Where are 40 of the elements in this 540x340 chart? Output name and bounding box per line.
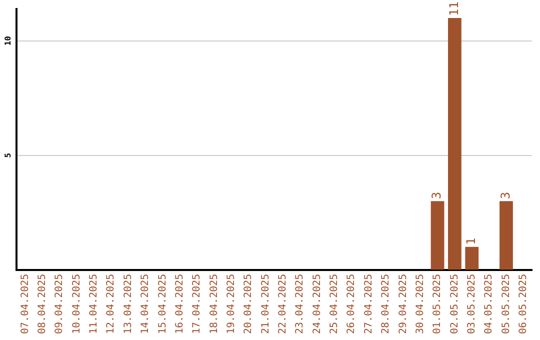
x-tick-label: 29.04.2025 bbox=[398, 274, 409, 334]
bar bbox=[500, 201, 513, 270]
x-tick-label: 02.05.2025 bbox=[449, 274, 460, 334]
data-label: 11 bbox=[446, 2, 461, 16]
x-tick-label: 12.04.2025 bbox=[106, 274, 117, 334]
x-tick-label: 22.04.2025 bbox=[278, 274, 289, 334]
x-tick-label: 05.05.2025 bbox=[500, 274, 512, 334]
x-tick-label: 25.04.2025 bbox=[329, 274, 340, 334]
x-tick-label: 15.04.2025 bbox=[157, 274, 168, 334]
data-label: 1 bbox=[464, 238, 478, 245]
x-tick-label: 09.04.2025 bbox=[54, 274, 66, 334]
x-tick-label: 24.04.2025 bbox=[312, 274, 323, 334]
bar bbox=[430, 201, 444, 270]
x-tick-label: 26.04.2025 bbox=[346, 274, 358, 334]
x-tick-label: 27.04.2025 bbox=[363, 274, 374, 334]
x-tick-label: 08.04.2025 bbox=[37, 274, 48, 334]
x-tick-label: 23.04.2025 bbox=[294, 274, 306, 334]
x-tick-label: 01.05.2025 bbox=[432, 274, 444, 334]
x-tick-label: 20.04.2025 bbox=[243, 274, 254, 334]
x-tick-label: 18.04.2025 bbox=[208, 274, 220, 334]
data-label: 3 bbox=[498, 192, 512, 200]
x-tick-label: 07.04.2025 bbox=[20, 274, 31, 334]
x-tick-label: 06.05.2025 bbox=[518, 274, 530, 334]
x-tick-label: 03.05.2025 bbox=[466, 274, 478, 334]
x-tick-label: 04.05.2025 bbox=[484, 274, 495, 334]
x-tick-label: 28.04.2025 bbox=[380, 274, 392, 334]
bar bbox=[465, 246, 479, 270]
x-tick-label: 21.04.2025 bbox=[260, 274, 272, 334]
y-tick-label: 10 bbox=[4, 36, 13, 46]
x-tick-label: 14.04.2025 bbox=[140, 274, 152, 334]
x-tick-label: 11.04.2025 bbox=[88, 274, 100, 334]
bar bbox=[448, 18, 462, 270]
x-tick-label: 10.04.2025 bbox=[71, 274, 82, 334]
x-tick-label: 19.04.2025 bbox=[226, 274, 237, 334]
y-tick-label: 5 bbox=[4, 152, 13, 158]
data-label: 3 bbox=[430, 192, 444, 200]
x-tick-label: 30.04.2025 bbox=[414, 274, 426, 334]
x-tick-label: 17.04.2025 bbox=[192, 274, 203, 334]
x-tick-label: 13.04.2025 bbox=[122, 274, 134, 334]
x-tick-label: 16.04.2025 bbox=[174, 274, 186, 334]
